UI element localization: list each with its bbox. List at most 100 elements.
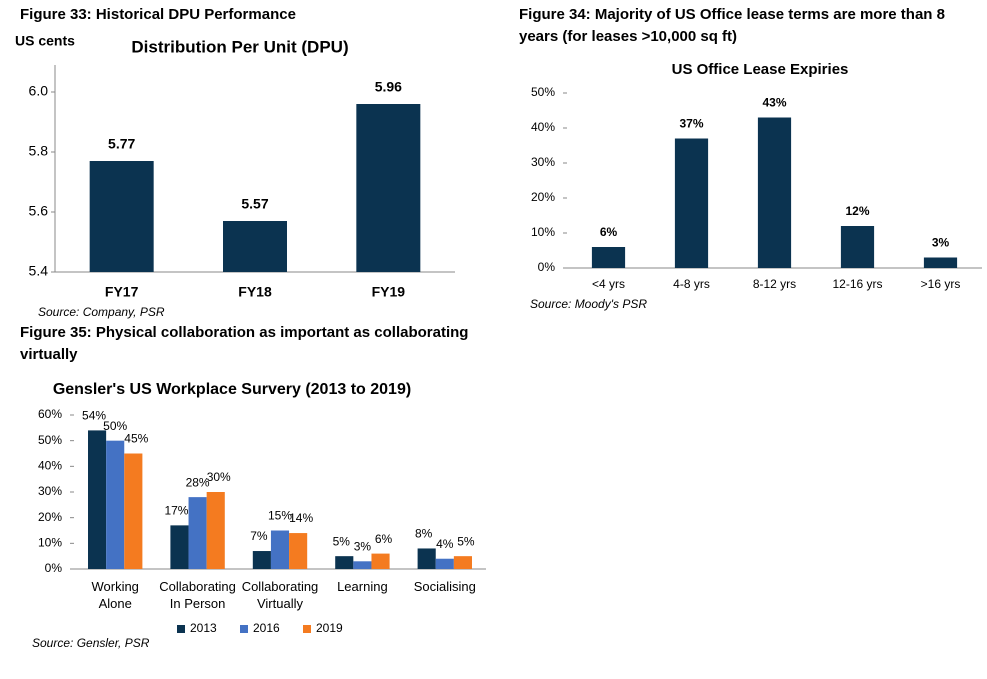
data-label: 14% <box>289 511 313 525</box>
data-label: 43% <box>762 96 786 110</box>
data-label: 50% <box>103 419 127 433</box>
y-tick-label: 20% <box>531 190 555 204</box>
x-tick-label: <4 yrs <box>592 277 625 291</box>
data-label: 30% <box>207 470 231 484</box>
x-tick-label: >16 yrs <box>921 277 961 291</box>
x-tick-label: FY17 <box>105 284 139 300</box>
bar <box>335 556 354 569</box>
y-tick-label: 20% <box>38 510 62 524</box>
y-tick-label: 6.0 <box>29 83 49 99</box>
data-label: 5.57 <box>241 196 268 212</box>
bar <box>353 561 372 569</box>
legend-swatch <box>240 625 248 633</box>
y-tick-label: 0% <box>538 260 556 274</box>
y-tick-label: 30% <box>38 484 62 498</box>
y-tick-label: 40% <box>38 459 62 473</box>
source: Source: Moody's PSR <box>530 297 647 311</box>
y-tick-label: 30% <box>531 155 555 169</box>
bar <box>106 440 125 569</box>
bar <box>188 497 207 569</box>
bar <box>840 226 875 268</box>
data-label: 5.77 <box>108 136 135 152</box>
figure-title-box: Figure 35: Physical collaboration as imp… <box>20 324 469 363</box>
bar <box>674 138 709 268</box>
bar <box>417 548 436 569</box>
bar <box>289 533 308 569</box>
bar <box>223 221 287 272</box>
x-tick-label: FY19 <box>372 284 406 300</box>
figure-title: Figure 33: Historical DPU Performance <box>20 6 296 23</box>
bar <box>270 530 290 569</box>
source: Source: Company, PSR <box>38 305 165 319</box>
y-tick-label: 60% <box>38 407 62 421</box>
data-label: 3% <box>354 539 372 553</box>
y-tick-label: 10% <box>38 536 62 550</box>
bar <box>356 104 421 272</box>
data-label: 37% <box>679 117 703 131</box>
x-tick-label: Learning <box>337 579 388 594</box>
x-tick-label-box: Collaborating In Person <box>159 579 236 611</box>
bar <box>591 247 626 268</box>
bar <box>170 525 189 569</box>
x-tick-label: Collaborating In Person <box>159 579 236 611</box>
data-label: 28% <box>186 475 210 489</box>
y-tick-label: 5.8 <box>29 143 49 159</box>
data-label: 6% <box>375 532 393 546</box>
data-label: 5.96 <box>375 79 402 95</box>
data-label: 4% <box>436 537 454 551</box>
x-tick-label-box: Collaborating Virtually <box>241 579 319 611</box>
x-tick-label: 8-12 yrs <box>753 277 796 291</box>
y-tick-label: 40% <box>531 120 555 134</box>
y-tick-label: 50% <box>38 433 62 447</box>
y-tick-label: 0% <box>45 561 63 575</box>
bar <box>206 492 225 569</box>
figure-title: Figure 34: Majority of US Office lease t… <box>519 6 945 45</box>
figure-title-box: Figure 34: Majority of US Office lease t… <box>519 6 945 45</box>
legend-swatch <box>303 625 311 633</box>
figure-title-box: Figure 33: Historical DPU Performance <box>20 6 296 23</box>
legend-label: 2016 <box>253 621 280 635</box>
data-label: 8% <box>415 527 433 541</box>
x-tick-label: Working Alone <box>91 579 139 611</box>
figure-title: Figure 35: Physical collaboration as imp… <box>20 324 469 363</box>
y-tick-label: 50% <box>531 85 555 99</box>
data-label: 17% <box>164 504 188 518</box>
bar <box>757 117 792 268</box>
chart-title: US Office Lease Expiries <box>672 61 849 78</box>
y-tick-label: 5.4 <box>29 263 49 279</box>
source: Source: Gensler, PSR <box>32 636 150 650</box>
x-tick-label: 12-16 yrs <box>832 277 882 291</box>
legend-label: 2013 <box>190 621 217 635</box>
y-tick-label: 5.6 <box>29 203 49 219</box>
data-label: 5% <box>457 534 475 548</box>
y-axis-label: US cents <box>15 33 75 49</box>
x-tick-label: Collaborating Virtually <box>241 579 319 611</box>
x-tick-label-box: Working Alone <box>91 579 139 611</box>
data-label: 6% <box>600 225 618 239</box>
bar <box>923 257 958 268</box>
bar <box>89 161 154 272</box>
data-label: 54% <box>82 409 106 423</box>
bar <box>453 556 472 569</box>
data-label: 12% <box>845 204 869 218</box>
legend-swatch <box>177 625 185 633</box>
x-tick-label-box: Learning <box>337 579 388 594</box>
x-tick-label: Socialising <box>413 579 476 594</box>
chart-title: Distribution Per Unit (DPU) <box>131 37 348 56</box>
x-tick-label: 4-8 yrs <box>673 277 710 291</box>
y-tick-label: 10% <box>531 225 555 239</box>
bar <box>88 430 107 569</box>
bar <box>252 551 271 569</box>
bar <box>371 553 390 569</box>
legend-label: 2019 <box>316 621 343 635</box>
chart-title: Gensler's US Workplace Survery (2013 to … <box>53 381 411 398</box>
x-tick-label-box: Socialising <box>413 579 476 594</box>
bar <box>124 453 143 569</box>
data-label: 15% <box>268 509 292 523</box>
x-tick-label: FY18 <box>238 284 272 300</box>
bar <box>435 558 454 569</box>
data-label: 3% <box>932 236 950 250</box>
data-label: 7% <box>250 529 268 543</box>
data-label: 5% <box>333 534 351 548</box>
